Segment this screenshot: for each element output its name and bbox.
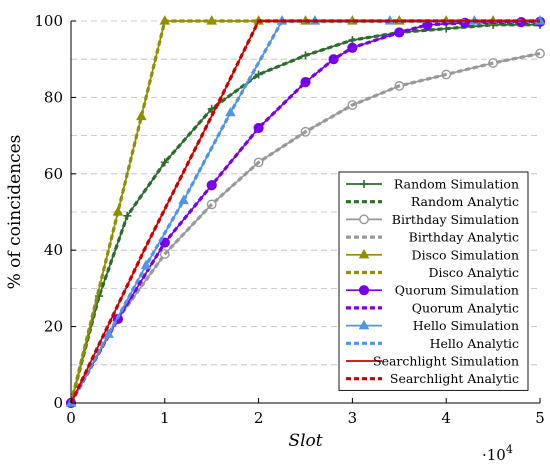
legend-label: Random Simulation (394, 177, 519, 192)
legend-entry: Disco Simulation (346, 247, 519, 262)
axes (70, 20, 541, 404)
legend-marker (358, 319, 370, 330)
series-2 (69, 23, 540, 404)
legend-label: Quorum Simulation (395, 283, 519, 298)
tick-labels: 0 1 2 3 4 5 0 20 40 60 80 100 (34, 12, 544, 427)
legend-frame (338, 171, 529, 391)
y-tick-label: 60 (44, 165, 63, 183)
legend-label: Birthday Simulation (392, 212, 519, 227)
legend-entry: Disco Analytic (346, 265, 519, 280)
series-layer (65, 15, 546, 409)
legend-label: Searchlight Simulation (373, 354, 519, 369)
legend-label: Hello Simulation (413, 318, 519, 333)
legend-entry: Searchlight Analytic (346, 371, 519, 386)
legend-marker (358, 248, 370, 259)
series-8 (69, 20, 541, 404)
legend-label: Random Analytic (411, 194, 519, 209)
legend-label: Hello Analytic (430, 336, 519, 351)
legend-label: Disco Analytic (428, 265, 519, 280)
legend-label: Quorum Analytic (412, 300, 519, 315)
series-line (69, 19, 540, 404)
legend-entry: Searchlight Simulation (346, 354, 519, 369)
x-tick-label: 2 (254, 409, 264, 427)
y-tick-label: 80 (44, 88, 63, 106)
series-line (69, 51, 541, 404)
series-4 (69, 51, 541, 404)
legend-label: Searchlight Analytic (390, 371, 519, 386)
legend-entry: Birthday Analytic (346, 230, 519, 245)
x-axis-label: Slot (288, 431, 322, 451)
series-line (69, 23, 540, 404)
legend-label: Disco Simulation (412, 247, 519, 262)
legend: Random Simulation Random Analytic Birthday… (338, 171, 529, 391)
legend-entry: Random Analytic (346, 194, 519, 209)
x-axis-multiplier: ·104 (482, 443, 513, 464)
y-tick-label: 100 (34, 12, 63, 30)
legend-marker (358, 285, 370, 296)
legend-entry: Hello Simulation (346, 318, 519, 333)
y-tick-label: 0 (53, 394, 63, 412)
x-tick-label: 4 (441, 409, 451, 427)
x-tick-label: 5 (535, 409, 545, 427)
legend-entry: Birthday Simulation (346, 212, 519, 227)
y-tick-label: 40 (44, 241, 63, 259)
x-tick-label: 1 (160, 409, 170, 427)
legend-entry: Hello Analytic (346, 336, 519, 351)
legend-entry: Quorum Analytic (346, 300, 519, 315)
y-tick-label: 20 (44, 318, 63, 336)
x-axis-multiplier-exponent: 4 (506, 443, 513, 456)
legend-entry: Quorum Simulation (346, 283, 519, 298)
legend-label: Birthday Analytic (409, 230, 519, 245)
legend-marker (360, 180, 368, 188)
y-axis-label: % of coincidences (5, 135, 25, 290)
x-axis-multiplier-base: ·10 (482, 446, 506, 464)
legend-entry: Random Simulation (346, 177, 519, 192)
x-tick-label: 3 (348, 409, 358, 427)
series-12 (69, 19, 540, 404)
x-tick-label: 0 (66, 409, 76, 427)
legend-marker (359, 214, 369, 225)
series-line (69, 20, 541, 404)
